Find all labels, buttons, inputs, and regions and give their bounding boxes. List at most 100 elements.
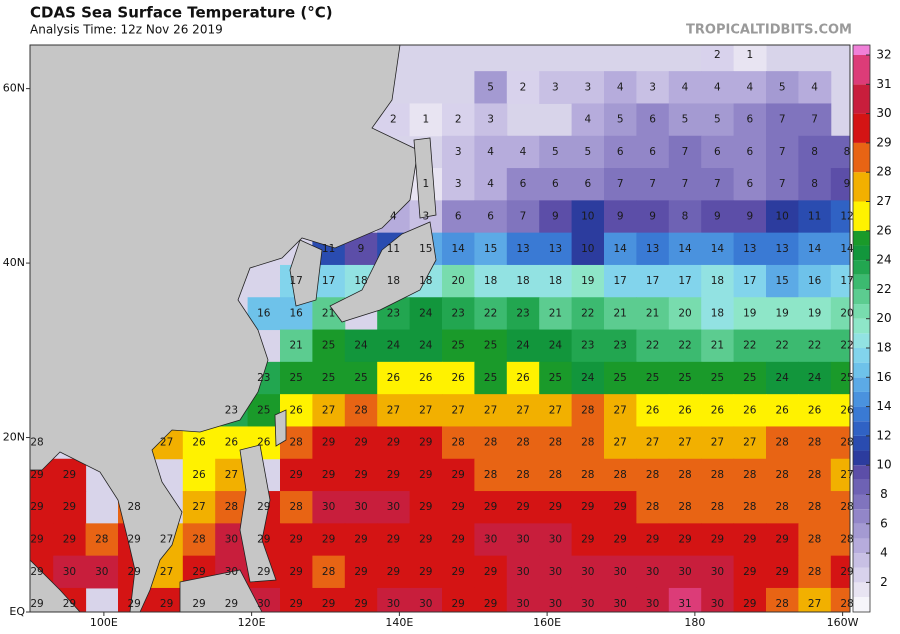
sst-value: 4: [617, 81, 624, 93]
sst-cell: [733, 264, 767, 298]
sst-cell: [442, 394, 475, 427]
sst-value: 30: [646, 598, 659, 610]
sst-value: 19: [743, 307, 756, 319]
sst-cell: [344, 555, 378, 589]
sst-cell: [830, 361, 850, 395]
sst-value: 22: [808, 340, 821, 352]
sst-value: 28: [840, 598, 853, 610]
sst-cell: [668, 491, 702, 524]
sst-cell: [280, 329, 313, 363]
colorbar-swatch: [853, 479, 870, 495]
sst-value: 17: [678, 275, 691, 287]
colorbar-swatch: [853, 318, 870, 334]
lat-label: 60N: [3, 82, 25, 95]
sst-cell: [539, 297, 573, 331]
sst-value: 25: [322, 340, 335, 352]
sst-cell: [280, 555, 313, 589]
sst-cell: [312, 458, 346, 492]
sst-value: 28: [711, 469, 724, 481]
sst-value: 28: [452, 437, 465, 449]
sst-cell: [798, 297, 832, 331]
sst-cell: [442, 329, 475, 363]
sst-cell: [766, 491, 799, 524]
sst-value: 30: [387, 501, 400, 513]
sst-cell: [474, 103, 508, 137]
sst-value: 28: [678, 501, 691, 513]
sst-value: 3: [422, 211, 429, 223]
sst-cell: [668, 587, 702, 612]
sst-cell: [668, 523, 702, 557]
sst-cell: [506, 135, 540, 169]
sst-value: 28: [614, 469, 627, 481]
sst-cell: [506, 71, 540, 104]
sst-cell: [312, 555, 346, 589]
colorbar-label: 31: [876, 77, 891, 91]
sst-value: 10: [581, 243, 594, 255]
sst-value: 21: [646, 307, 659, 319]
sst-cell: [442, 232, 475, 266]
sst-cell: [474, 168, 508, 201]
sst-cell: [474, 329, 508, 363]
sst-cell: [701, 361, 735, 395]
sst-cell: [733, 587, 767, 612]
sst-value: 29: [614, 501, 627, 513]
sst-value: 27: [549, 404, 562, 416]
sst-cell: [506, 361, 540, 395]
sst-cell: [474, 264, 508, 298]
sst-value: 29: [30, 534, 43, 546]
sst-value: 24: [808, 372, 822, 384]
sst-value: 3: [487, 114, 494, 126]
sst-value: 28: [581, 404, 594, 416]
lon-label: 160E: [533, 616, 561, 629]
sst-cell: [377, 491, 411, 524]
sst-value: 30: [516, 534, 529, 546]
colorbar-label: 12: [876, 428, 891, 442]
sst-cell: [668, 329, 702, 363]
sst-value: 29: [63, 469, 76, 481]
sst-value: 28: [776, 501, 789, 513]
sst-value: 25: [354, 372, 367, 384]
sst-value: 29: [290, 566, 303, 578]
sst-value: 29: [30, 469, 43, 481]
sst-cell: [539, 523, 573, 557]
sst-value: 9: [746, 211, 753, 223]
sst-value: 6: [584, 178, 591, 190]
colorbar-swatch: [853, 348, 870, 363]
sst-value: 30: [322, 501, 335, 513]
sst-value: 15: [776, 275, 789, 287]
sst-value: 25: [711, 372, 724, 384]
sst-cell: [53, 523, 87, 557]
sst-cell: [636, 103, 670, 137]
sst-cell: [377, 329, 411, 363]
sst-value: 28: [484, 437, 497, 449]
sst-cell: [604, 458, 637, 492]
sst-value: 27: [484, 404, 497, 416]
sst-cell: [312, 587, 346, 612]
sst-value: 26: [646, 404, 660, 416]
sst-value: 6: [746, 178, 753, 190]
sst-value: 1: [422, 178, 429, 190]
sst-cell: [571, 426, 605, 460]
sst-cell: [798, 103, 832, 137]
sst-cell: [636, 264, 670, 298]
sst-value: 21: [290, 340, 303, 352]
sst-value: 1: [422, 114, 429, 126]
sst-value: 3: [649, 81, 656, 93]
sst-cell: [604, 135, 637, 169]
sst-value: 11: [322, 243, 335, 255]
sst-value: 17: [840, 275, 853, 287]
sst-value: 23: [581, 340, 594, 352]
sst-cell: [798, 555, 832, 589]
sst-value: 29: [452, 534, 465, 546]
sst-value: 28: [808, 534, 821, 546]
sst-cell: [766, 523, 799, 557]
sst-value: 27: [614, 404, 627, 416]
sst-value: 4: [682, 81, 689, 93]
sst-cell: [733, 458, 767, 492]
sst-value: 29: [387, 469, 400, 481]
sst-value: 29: [354, 437, 367, 449]
sst-value: 14: [711, 243, 725, 255]
sst-cell: [701, 135, 735, 169]
sst-value: 7: [779, 178, 786, 190]
sst-value: 18: [354, 275, 367, 287]
